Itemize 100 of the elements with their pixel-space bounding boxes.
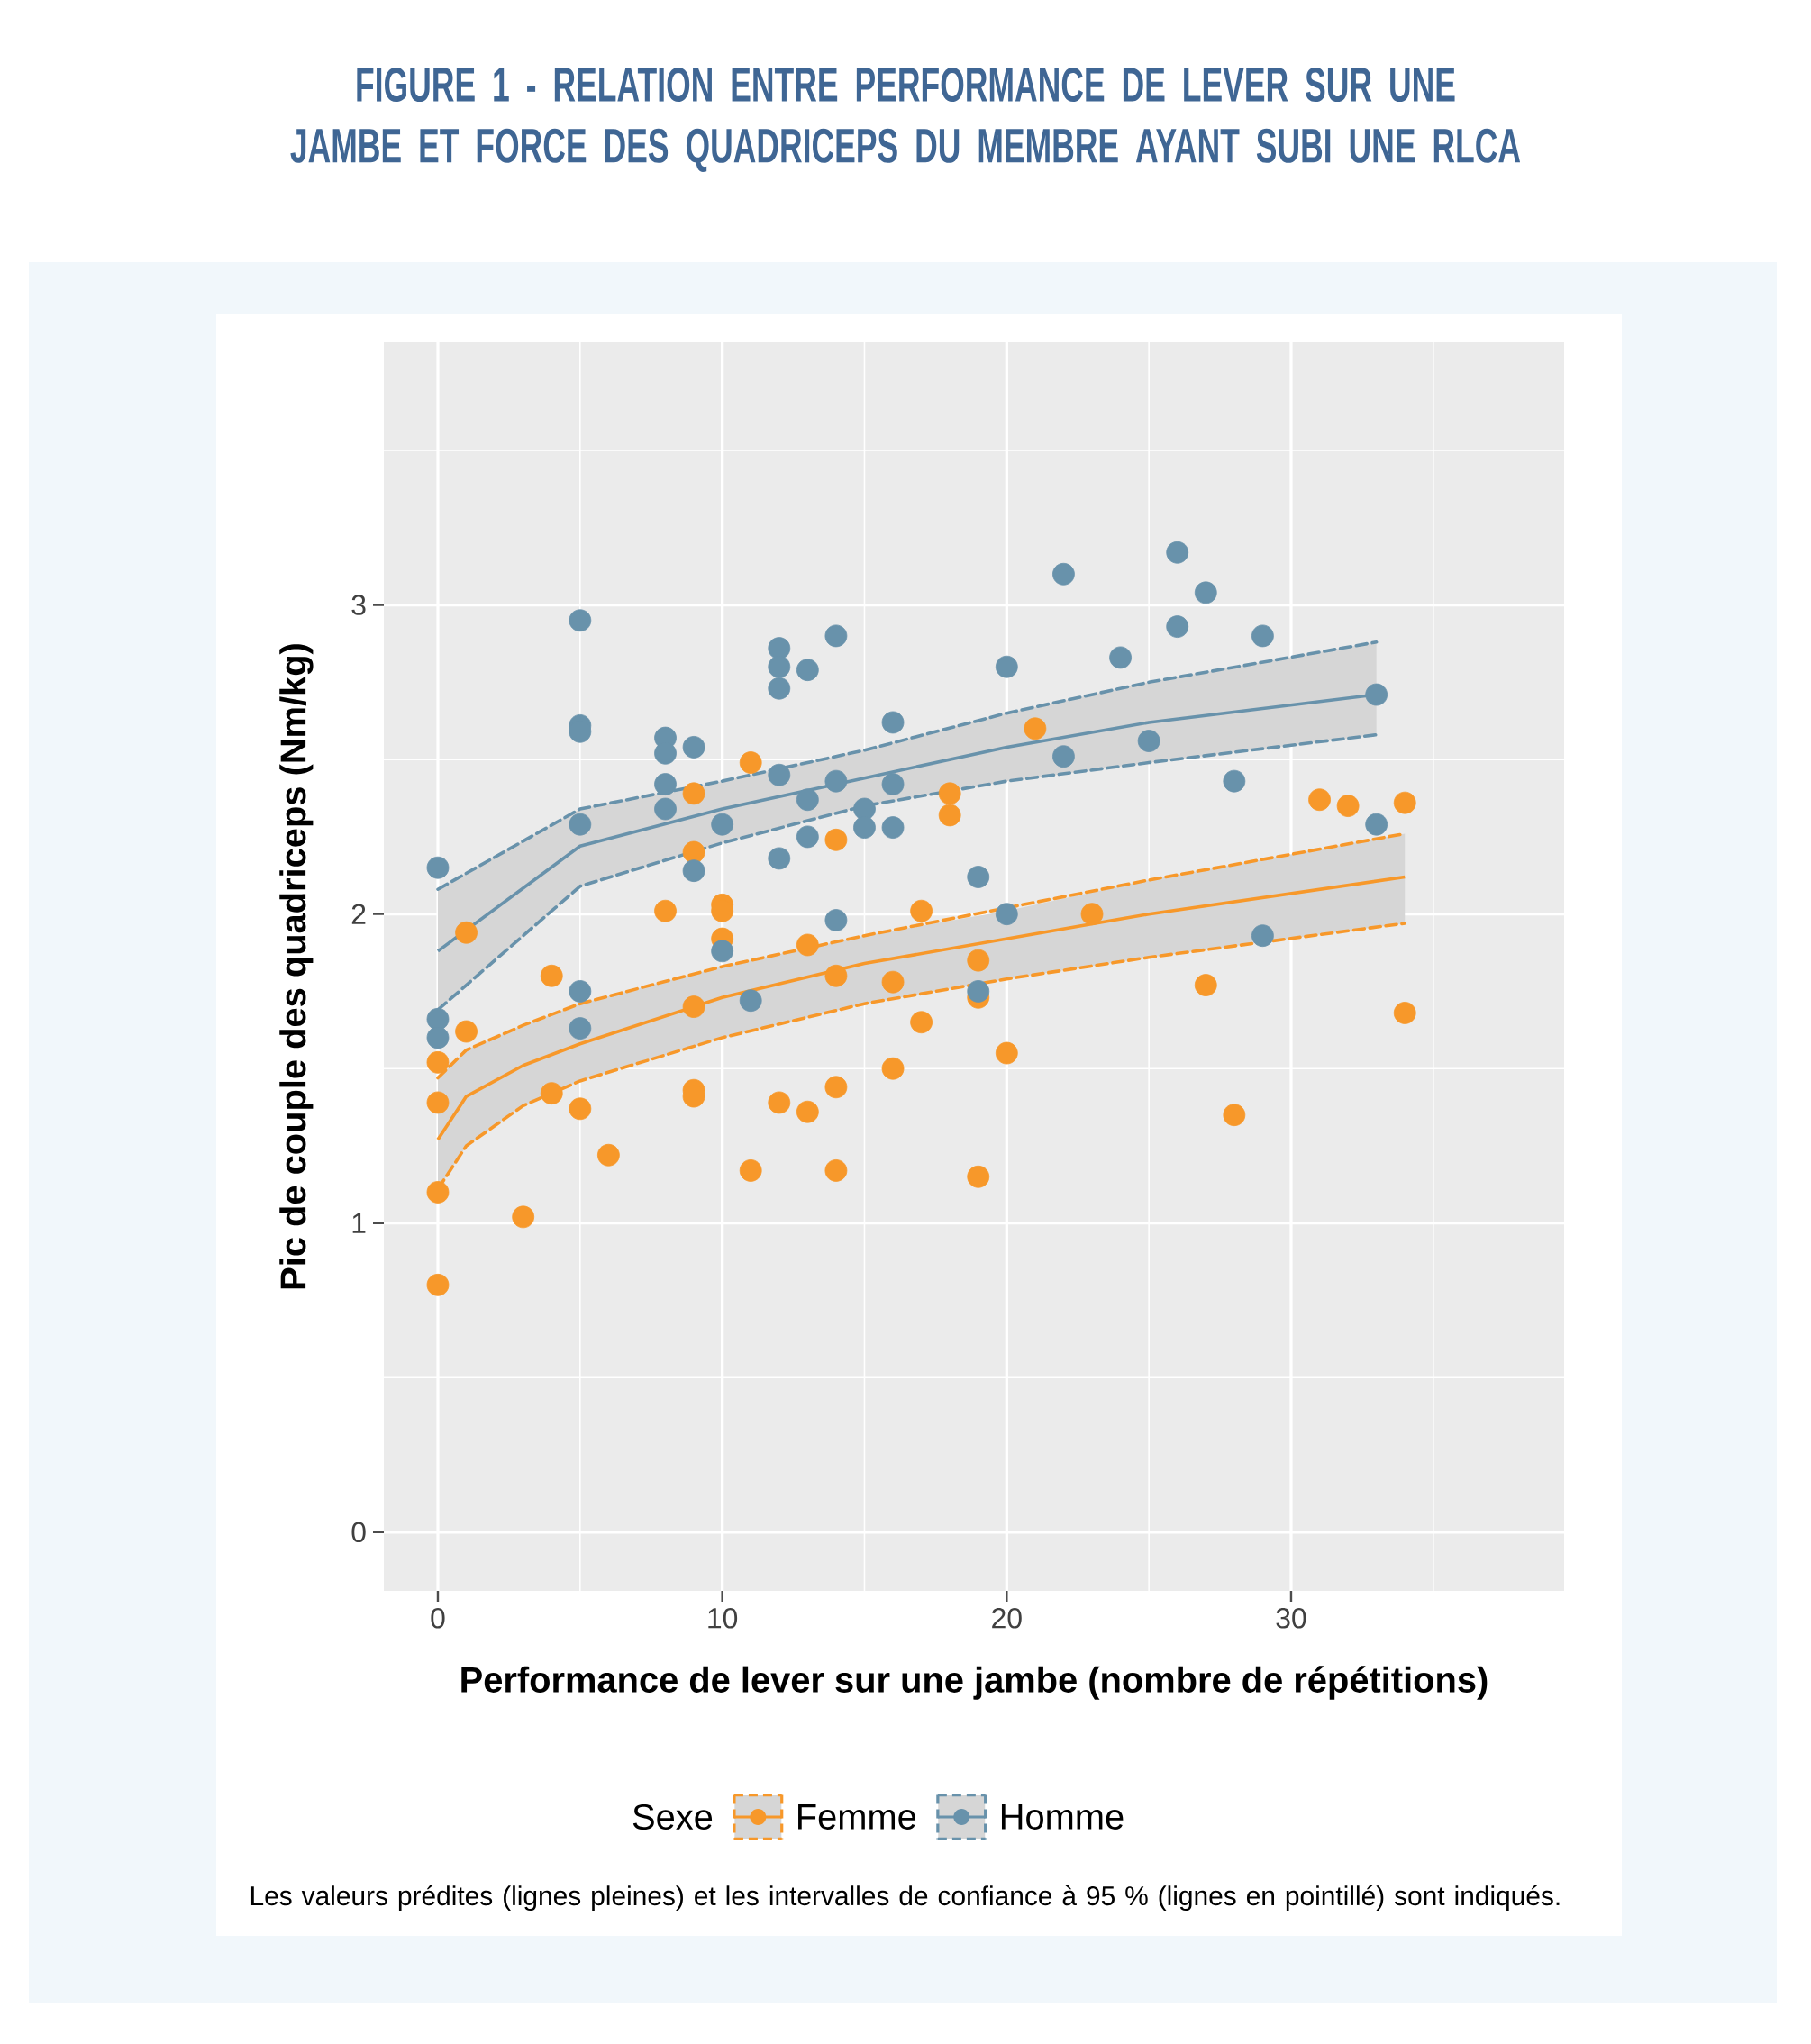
point — [654, 773, 677, 795]
point — [426, 1026, 450, 1049]
point — [967, 949, 990, 972]
point — [995, 655, 1018, 678]
point — [853, 797, 876, 821]
point — [654, 899, 677, 922]
point — [1251, 624, 1274, 648]
point — [739, 989, 762, 1013]
point — [995, 903, 1018, 926]
point — [881, 816, 905, 839]
point — [682, 840, 705, 864]
point — [711, 940, 734, 963]
point — [768, 637, 791, 660]
point — [569, 1097, 592, 1121]
point — [1052, 562, 1075, 586]
point — [824, 1159, 848, 1182]
point — [768, 763, 791, 786]
point — [768, 1091, 791, 1114]
x-tick-label: 0 — [431, 1608, 445, 1629]
point — [881, 711, 905, 734]
point — [796, 659, 819, 682]
point — [1365, 683, 1388, 706]
x-tick-label: 10 — [708, 1608, 738, 1629]
point — [967, 1165, 990, 1188]
point — [1308, 788, 1331, 812]
point — [569, 1017, 592, 1040]
point — [796, 825, 819, 849]
chart-title: FIGURE 1 - RELATION ENTRE PERFORMANCE DE LEVER SUR UNE JAMBE ET FORCE DES QUADRICEPS DU MEMBRE AYANT SUBI UNE RLCA — [290, 68, 1521, 172]
point — [682, 782, 705, 805]
point — [881, 970, 905, 994]
point — [824, 909, 848, 931]
point — [569, 813, 592, 836]
legend-label: Femme — [798, 1804, 916, 1830]
point — [1365, 813, 1388, 836]
point — [824, 1076, 848, 1099]
point — [455, 921, 478, 944]
point — [426, 1273, 450, 1296]
y-tick-label: 3 — [351, 595, 366, 615]
text: Les valeurs prédites (lignes pleines) et les intervalles de confiance à 95 % (lignes en pointillé) sont indiqués. — [250, 1885, 1560, 1912]
point — [682, 995, 705, 1018]
point — [768, 847, 791, 870]
point — [824, 828, 848, 851]
point — [910, 1011, 933, 1034]
line-series — [436, 640, 1379, 892]
point — [1336, 795, 1360, 817]
point — [1137, 730, 1160, 752]
point — [540, 1082, 563, 1105]
point — [1393, 791, 1416, 814]
point — [1052, 745, 1075, 768]
point — [540, 964, 563, 987]
point — [711, 813, 734, 836]
point — [881, 1057, 905, 1080]
point — [1194, 581, 1217, 604]
point — [910, 899, 933, 922]
point — [824, 769, 848, 793]
point — [426, 856, 450, 879]
point — [1223, 1104, 1246, 1127]
point — [938, 804, 961, 827]
point — [824, 624, 848, 648]
point — [1166, 541, 1189, 564]
point — [1109, 646, 1132, 669]
point — [739, 1159, 762, 1182]
point — [796, 933, 819, 957]
y-tick-label: 2 — [351, 904, 366, 924]
point — [1080, 903, 1104, 926]
point — [1223, 769, 1246, 793]
point — [682, 736, 705, 759]
point — [682, 859, 705, 883]
point — [1194, 974, 1217, 996]
point — [739, 751, 762, 774]
point — [995, 1041, 1018, 1065]
point — [796, 1100, 819, 1123]
point — [967, 980, 990, 1003]
point — [1393, 1002, 1416, 1024]
point — [768, 655, 791, 678]
point — [596, 1143, 620, 1167]
point — [967, 866, 990, 888]
y-tick-label: 0 — [351, 1522, 366, 1543]
point — [455, 1020, 478, 1043]
point — [824, 964, 848, 987]
point — [512, 1205, 535, 1229]
point — [1024, 717, 1047, 740]
y-tick-label: 1 — [352, 1213, 366, 1233]
point — [881, 773, 905, 795]
point — [1166, 615, 1189, 638]
point — [426, 1181, 450, 1204]
x-tick-label: 30 — [1276, 1608, 1306, 1629]
point — [426, 1050, 450, 1074]
point — [426, 1007, 450, 1031]
legend-title: Sexe — [632, 1803, 713, 1831]
point — [426, 1091, 450, 1114]
point — [569, 980, 592, 1003]
x-axis-title: Performance de lever sur une jambe (nombre de répétitions) — [461, 1666, 1488, 1700]
point — [938, 782, 961, 805]
point — [1251, 924, 1274, 948]
point — [796, 788, 819, 812]
point — [853, 816, 876, 839]
point — [569, 609, 592, 632]
x-tick-label: 20 — [992, 1608, 1022, 1629]
point — [768, 677, 791, 700]
